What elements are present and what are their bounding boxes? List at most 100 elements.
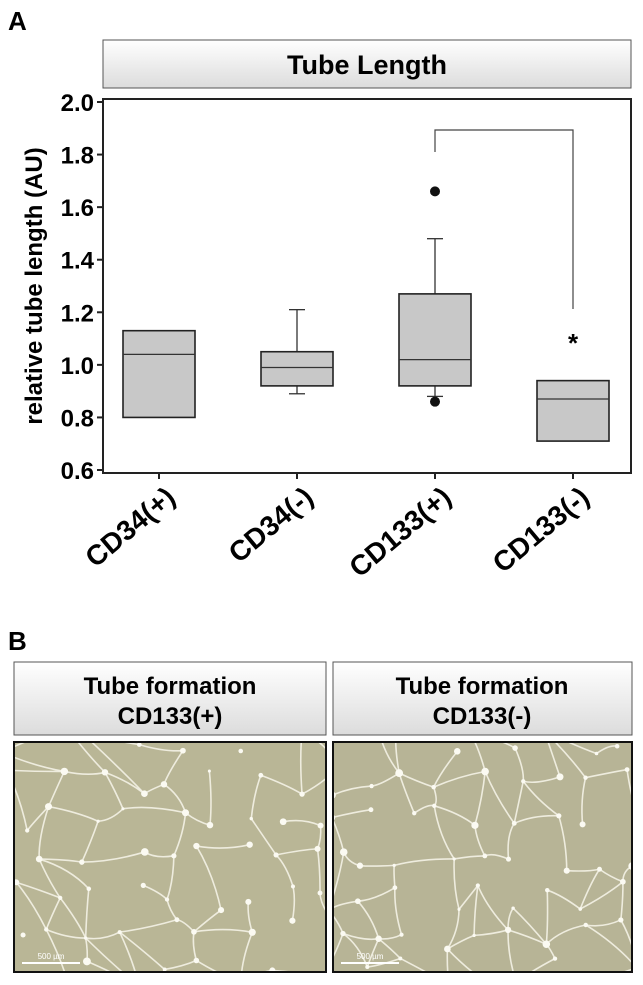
cell-cluster	[357, 863, 363, 869]
cell-cluster	[83, 957, 91, 965]
scale-bar-label: 500 µm	[357, 952, 384, 961]
cell-cluster	[250, 817, 253, 820]
cell-cluster	[58, 896, 62, 900]
cell-cluster	[340, 848, 348, 856]
cell-cluster	[247, 841, 253, 847]
cell-cluster	[597, 867, 602, 872]
cell-cluster	[191, 929, 197, 935]
cell-cluster	[543, 941, 550, 948]
cell-cluster	[431, 785, 435, 789]
y-tick-label: 1.4	[61, 248, 95, 275]
cell-cluster	[118, 930, 122, 934]
cell-cluster	[368, 807, 373, 812]
box	[537, 381, 609, 441]
cell-cluster	[182, 809, 189, 816]
cell-cluster	[291, 884, 295, 888]
cell-cluster	[289, 918, 295, 924]
cell-cluster	[21, 932, 26, 937]
cell-cluster	[25, 828, 29, 832]
cell-cluster	[141, 883, 146, 888]
cell-cluster	[141, 848, 149, 856]
cell-cluster	[238, 749, 243, 754]
tube	[331, 795, 332, 817]
scale-bar-label: 500 µm	[38, 952, 65, 961]
cell-cluster	[299, 791, 304, 796]
cell-cluster	[545, 888, 549, 892]
y-tick-label: 2.0	[61, 90, 94, 117]
micrograph	[0, 725, 342, 980]
cell-cluster	[315, 846, 321, 852]
x-tick-label: CD34(-)	[223, 481, 319, 569]
cell-cluster	[472, 934, 475, 937]
cell-cluster	[258, 773, 263, 778]
cell-cluster	[340, 931, 345, 936]
cell-cluster	[471, 822, 478, 829]
image-title: CD133(-)	[433, 703, 532, 730]
cell-cluster	[329, 814, 335, 820]
cell-cluster	[218, 907, 224, 913]
cell-cluster	[512, 821, 517, 826]
cell-cluster	[174, 917, 179, 922]
cell-cluster	[476, 883, 480, 887]
cell-cluster	[482, 854, 487, 859]
cell-cluster	[453, 857, 456, 860]
cell-cluster	[141, 790, 148, 797]
cell-cluster	[245, 899, 251, 905]
cell-cluster	[583, 776, 587, 780]
cell-cluster	[249, 929, 256, 936]
cell-cluster	[393, 864, 396, 867]
cell-cluster	[564, 868, 570, 874]
box	[123, 331, 195, 418]
outlier	[430, 397, 440, 407]
cell-cluster	[636, 821, 643, 828]
cell-cluster	[87, 887, 92, 892]
image-title: Tube formation	[396, 673, 569, 700]
y-tick-label: 0.8	[61, 405, 94, 432]
cell-cluster	[521, 779, 525, 783]
cell-cluster	[207, 822, 213, 828]
cell-cluster	[625, 767, 630, 772]
tube	[632, 825, 639, 866]
x-tick-label: CD34(+)	[79, 481, 181, 573]
cell-cluster	[180, 748, 186, 754]
cell-cluster	[444, 946, 451, 953]
cell-cluster	[615, 744, 620, 749]
cell-cluster	[399, 933, 403, 937]
cell-cluster	[0, 855, 6, 861]
cell-cluster	[44, 927, 48, 931]
cell-cluster	[355, 898, 361, 904]
x-tick-label: CD133(+)	[343, 481, 457, 583]
cell-cluster	[61, 768, 68, 775]
cell-cluster	[208, 770, 211, 773]
cell-cluster	[45, 803, 52, 810]
cell-cluster	[96, 820, 99, 823]
cell-cluster	[633, 964, 640, 971]
y-tick-label: 1.2	[61, 300, 94, 327]
cell-cluster	[481, 768, 489, 776]
tube	[360, 865, 394, 866]
cell-cluster	[578, 907, 582, 911]
cell-cluster	[193, 843, 199, 849]
cell-cluster	[36, 856, 43, 863]
y-tick-label: 1.0	[61, 353, 94, 380]
micrograph	[324, 729, 643, 980]
significance-marker: *	[568, 328, 579, 358]
cell-cluster	[556, 813, 561, 818]
plot-area: 0.60.81.01.21.41.61.82.0CD34(+)CD34(-)CD…	[61, 90, 609, 583]
y-tick-label: 1.8	[61, 143, 94, 170]
cell-cluster	[618, 917, 623, 922]
image-title: Tube formation	[84, 673, 257, 700]
significance-bracket	[435, 130, 573, 309]
cell-cluster	[620, 879, 626, 885]
cell-cluster	[553, 956, 557, 960]
cell-cluster	[393, 735, 399, 741]
cell-cluster	[121, 807, 124, 810]
cell-cluster	[79, 859, 84, 864]
cell-cluster	[412, 811, 416, 815]
cell-cluster	[171, 853, 176, 858]
box	[261, 352, 333, 386]
cell-cluster	[318, 891, 323, 896]
cell-cluster	[273, 852, 278, 857]
cell-cluster	[84, 936, 87, 939]
cell-cluster	[163, 968, 167, 972]
